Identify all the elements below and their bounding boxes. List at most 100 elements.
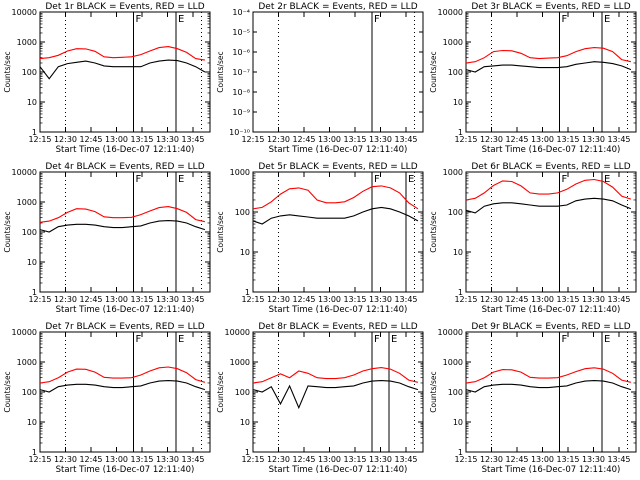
panel-det-8: Det 8r BLACK = Events, RED = LLD 1 10 100 10… (216, 322, 424, 475)
x-tick-label: 13:30 (369, 295, 392, 304)
x-tick-label: 13:15 (130, 135, 153, 144)
x-tick-label: 13:45 (607, 455, 630, 464)
marker-label: F (374, 14, 380, 25)
x-tick-label: 13:15 (556, 135, 579, 144)
marker-label: E (391, 334, 397, 345)
y-tick-label: 1000 (230, 168, 250, 177)
x-axis-label: Start Time (16-Dec-07 12:11:40) (269, 305, 408, 315)
x-axis-label: Start Time (16-Dec-07 12:11:40) (56, 305, 195, 315)
y-axis-label: Counts/sec (429, 51, 438, 92)
y-tick-label: 10 (27, 98, 37, 107)
y-tick-label: 10 (453, 248, 463, 257)
x-tick-label: 12:45 (292, 455, 315, 464)
marker-label: E (604, 174, 610, 185)
x-tick-label: 13:30 (582, 135, 605, 144)
x-tick-label: 13:30 (156, 135, 179, 144)
x-axis-label: Start Time (16-Dec-07 12:11:40) (482, 145, 621, 155)
panel-det-9: Det 9r BLACK = Events, RED = LLD 1 10 100 10… (429, 322, 637, 475)
x-tick-label: 12:15 (454, 135, 477, 144)
panel-title: Det 3r BLACK = Events, RED = LLD (471, 2, 630, 12)
x-tick-label: 13:30 (369, 135, 392, 144)
y-axis-label: Counts/sec (3, 51, 12, 92)
x-tick-label: 12:15 (28, 135, 51, 144)
x-tick-label: 12:45 (505, 455, 528, 464)
x-tick-label: 13:45 (394, 295, 417, 304)
x-tick-label: 12:30 (267, 295, 290, 304)
y-axis-label: Counts/sec (3, 371, 12, 412)
x-tick-label: 12:45 (505, 295, 528, 304)
lld-series-line (252, 185, 419, 210)
x-axis-label: Start Time (16-Dec-07 12:11:40) (56, 465, 195, 475)
x-tick-label: 13:00 (105, 455, 128, 464)
y-axis-label: Counts/sec (429, 211, 438, 252)
x-tick-label: 13:30 (582, 295, 605, 304)
panel-title: Det 7r BLACK = Events, RED = LLD (45, 322, 204, 332)
x-tick-label: 13:15 (130, 455, 153, 464)
x-tick-label: 13:00 (105, 135, 128, 144)
x-tick-label: 12:45 (79, 135, 102, 144)
lld-series-line (39, 366, 206, 384)
x-tick-label: 13:15 (556, 455, 579, 464)
y-axis-label: Counts/sec (216, 371, 225, 412)
panel-title: Det 6r BLACK = Events, RED = LLD (471, 162, 630, 172)
x-tick-label: 12:30 (267, 455, 290, 464)
y-tick-label: 1 (32, 288, 37, 297)
marker-label: E (408, 174, 414, 185)
y-tick-label: 100 (22, 68, 37, 77)
x-axis-label: Start Time (16-Dec-07 12:11:40) (269, 465, 408, 475)
x-tick-label: 13:15 (343, 295, 366, 304)
y-tick-label: 1000 (17, 358, 37, 367)
y-tick-label: 1 (245, 448, 250, 457)
x-tick-label: 13:15 (556, 295, 579, 304)
marker-label: E (178, 334, 184, 345)
x-tick-label: 13:00 (531, 135, 554, 144)
x-axis-label: Start Time (16-Dec-07 12:11:40) (56, 145, 195, 155)
y-tick-label: 10000 (438, 8, 463, 17)
lld-series-line (252, 367, 419, 384)
y-tick-label: 10 (27, 258, 37, 267)
y-axis-label: Counts/sec (216, 211, 225, 252)
lld-series-line (465, 47, 632, 64)
lld-series-line (39, 46, 205, 61)
x-tick-label: 12:15 (454, 295, 477, 304)
marker-label: F (562, 334, 568, 345)
y-tick-label: 10000 (438, 328, 463, 337)
plot-frame (252, 171, 424, 293)
events-series-line (252, 206, 419, 225)
y-tick-label: 100 (22, 228, 37, 237)
events-series-line (39, 380, 206, 393)
events-series-line (465, 380, 632, 393)
panel-det-1: Det 1r BLACK = Events, RED = LLD 1 10 100 10… (3, 2, 211, 155)
x-tick-label: 13:00 (105, 295, 128, 304)
x-tick-label: 13:00 (318, 295, 341, 304)
y-tick-label: 10 (453, 98, 463, 107)
marker-label: F (136, 14, 142, 25)
y-tick-label: 1000 (443, 38, 463, 47)
x-tick-label: 13:45 (181, 455, 204, 464)
y-axis-label: Counts/sec (429, 371, 438, 412)
x-tick-label: 12:30 (54, 295, 77, 304)
events-series-line (252, 380, 419, 410)
panel-title: Det 4r BLACK = Events, RED = LLD (45, 162, 204, 172)
y-tick-label: 10000 (225, 328, 250, 337)
y-tick-label: 10⁻⁸ (232, 88, 250, 97)
y-tick-label: 1 (458, 128, 463, 137)
lld-series-line (465, 367, 632, 384)
y-tick-label: 10000 (12, 8, 37, 17)
x-tick-label: 13:45 (181, 135, 204, 144)
y-tick-label: 100 (448, 68, 463, 77)
panel-det-4: Det 4r BLACK = Events, RED = LLD 1 10 100 10… (3, 162, 211, 315)
x-tick-label: 12:45 (292, 135, 315, 144)
x-tick-label: 13:30 (369, 455, 392, 464)
panel-title: Det 9r BLACK = Events, RED = LLD (471, 322, 630, 332)
y-tick-label: 10000 (12, 168, 37, 177)
y-tick-label: 1000 (17, 38, 37, 47)
y-tick-label: 1000 (17, 198, 37, 207)
y-tick-label: 1 (32, 128, 37, 137)
x-tick-label: 12:30 (54, 135, 77, 144)
x-tick-label: 13:00 (531, 295, 554, 304)
x-tick-label: 12:30 (480, 135, 503, 144)
x-tick-label: 12:45 (79, 455, 102, 464)
events-series-line (465, 197, 632, 214)
y-tick-label: 1 (32, 448, 37, 457)
